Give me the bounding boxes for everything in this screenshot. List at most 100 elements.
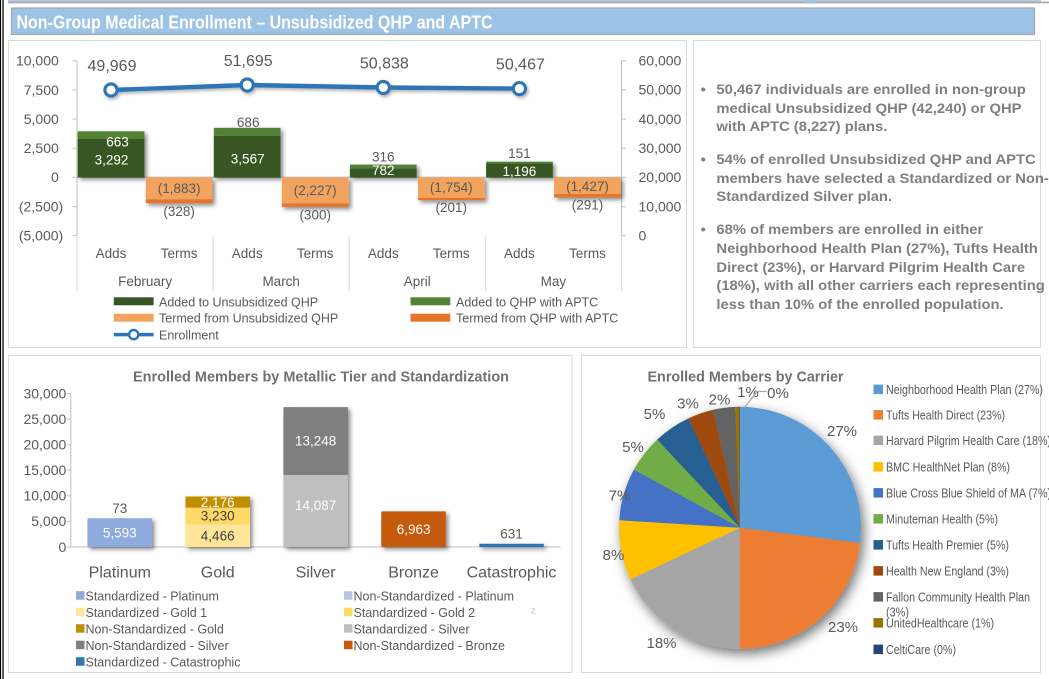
svg-text:Standardized - Platinum: Standardized - Platinum — [86, 589, 219, 603]
svg-text:5,000: 5,000 — [31, 513, 66, 529]
svg-text:May: May — [541, 274, 567, 289]
svg-text:5,000: 5,000 — [24, 111, 59, 127]
svg-text:Terms: Terms — [433, 246, 470, 261]
svg-text:1,196: 1,196 — [503, 164, 537, 179]
svg-text:Adds: Adds — [232, 246, 263, 261]
svg-text:Fallon Community Health Plan: Fallon Community Health Plan — [886, 590, 1030, 604]
svg-text:316: 316 — [372, 149, 395, 164]
svg-text:(2,500): (2,500) — [19, 198, 63, 214]
svg-text:Termed from Unsubsidized QHP: Termed from Unsubsidized QHP — [159, 312, 338, 326]
svg-text:Blue Cross Blue Shield of MA (: Blue Cross Blue Shield of MA (7%) — [886, 486, 1049, 500]
svg-text:18%: 18% — [646, 635, 676, 652]
svg-text:February: February — [118, 274, 172, 289]
svg-text:(291): (291) — [572, 198, 604, 213]
svg-text:Non-Standardized - Silver: Non-Standardized - Silver — [86, 639, 229, 653]
svg-text:Minuteman Health (5%): Minuteman Health (5%) — [886, 512, 998, 526]
svg-text:Terms: Terms — [297, 246, 334, 261]
svg-text:4,466: 4,466 — [201, 528, 235, 543]
svg-text:Adds: Adds — [96, 246, 127, 261]
svg-text:3,567: 3,567 — [231, 152, 265, 167]
svg-text:60,000: 60,000 — [639, 53, 682, 69]
svg-text:(3%): (3%) — [886, 605, 909, 619]
svg-text:151: 151 — [508, 146, 531, 161]
svg-text:20,000: 20,000 — [23, 437, 66, 453]
svg-text:Bronze: Bronze — [388, 565, 439, 582]
svg-text:Termed from QHP with APTC: Termed from QHP with APTC — [456, 312, 618, 326]
svg-text:686: 686 — [237, 115, 260, 130]
svg-text:663: 663 — [106, 135, 129, 150]
svg-text:2,176: 2,176 — [201, 495, 235, 510]
svg-text:Standardized - Gold 2: Standardized - Gold 2 — [354, 606, 476, 620]
svg-text:Non-Group Medical Enrollment –: Non-Group Medical Enrollment – Unsubsidi… — [17, 12, 493, 33]
svg-text:2%: 2% — [709, 392, 731, 409]
svg-text:2,500: 2,500 — [24, 140, 59, 156]
svg-text:27%: 27% — [827, 423, 857, 440]
svg-text:40,000: 40,000 — [639, 111, 682, 127]
svg-text:23%: 23% — [828, 619, 858, 636]
svg-text:Platinum: Platinum — [89, 565, 151, 582]
svg-text:13,248: 13,248 — [295, 434, 336, 449]
svg-text:30,000: 30,000 — [639, 140, 682, 156]
svg-text:(328): (328) — [163, 204, 195, 219]
svg-text:50,000: 50,000 — [639, 82, 682, 98]
svg-text:(300): (300) — [299, 207, 331, 222]
svg-text:Health New England (3%): Health New England (3%) — [886, 564, 1009, 578]
svg-text:0: 0 — [59, 539, 67, 555]
svg-text:Tufts Health Premier (5%): Tufts Health Premier (5%) — [886, 538, 1009, 552]
svg-text:BMC HealthNet Plan (8%): BMC HealthNet Plan (8%) — [886, 460, 1010, 474]
svg-text:Standardized - Gold 1: Standardized - Gold 1 — [86, 606, 208, 620]
svg-text:Terms: Terms — [569, 246, 606, 261]
svg-text:Non-Standardized - Gold: Non-Standardized - Gold — [86, 622, 224, 636]
svg-text:10,000: 10,000 — [23, 488, 66, 504]
svg-text:March: March — [262, 274, 300, 289]
svg-text:Enrolled Members by Carrier: Enrolled Members by Carrier — [648, 369, 844, 386]
svg-text:30,000: 30,000 — [23, 385, 66, 401]
svg-text:Enrolled Members by Metallic T: Enrolled Members by Metallic Tier and St… — [133, 369, 509, 386]
svg-text:3,230: 3,230 — [201, 509, 235, 524]
svg-text:Enrollment: Enrollment — [159, 328, 219, 342]
svg-text:(1,883): (1,883) — [158, 181, 201, 196]
svg-text:(2,227): (2,227) — [294, 183, 337, 198]
svg-text:Harvard Pilgrim Health Care (1: Harvard Pilgrim Health Care (18%) — [886, 434, 1049, 448]
svg-text:10,000: 10,000 — [16, 53, 59, 69]
svg-text:CeltiCare (0%): CeltiCare (0%) — [886, 643, 956, 657]
svg-text:3%: 3% — [677, 396, 699, 413]
svg-text:782: 782 — [372, 163, 395, 178]
svg-text:Neighborhood Health Plan (27%): Neighborhood Health Plan (27%) — [886, 383, 1043, 397]
svg-text:20,000: 20,000 — [639, 169, 682, 185]
svg-text:Silver: Silver — [296, 565, 337, 582]
svg-text:49,969: 49,969 — [88, 58, 137, 75]
svg-text:Non-Standardized - Platinum: Non-Standardized - Platinum — [354, 589, 515, 603]
svg-text:50,467: 50,467 — [496, 56, 545, 73]
svg-text:3,292: 3,292 — [95, 152, 129, 167]
svg-text:8%: 8% — [603, 547, 625, 564]
svg-text:(201): (201) — [436, 200, 468, 215]
svg-text:(1,754): (1,754) — [430, 180, 473, 195]
svg-text:73: 73 — [112, 501, 127, 516]
svg-text:Terms: Terms — [161, 246, 198, 261]
svg-text:7%: 7% — [609, 488, 631, 505]
svg-text:Gold: Gold — [201, 565, 235, 582]
svg-text:0: 0 — [639, 228, 647, 244]
svg-text:14,087: 14,087 — [295, 498, 336, 513]
svg-text:25,000: 25,000 — [23, 411, 66, 427]
svg-text:UnitedHealthcare (1%): UnitedHealthcare (1%) — [886, 616, 994, 630]
svg-text:Adds: Adds — [504, 246, 535, 261]
svg-text:50,838: 50,838 — [360, 55, 409, 72]
svg-text:15,000: 15,000 — [23, 462, 66, 478]
svg-text:Non-Standardized - Bronze: Non-Standardized - Bronze — [354, 639, 506, 653]
svg-text:April: April — [404, 274, 431, 289]
svg-text:Adds: Adds — [368, 246, 399, 261]
svg-text:(5,000): (5,000) — [19, 228, 63, 244]
svg-text:5%: 5% — [622, 439, 644, 456]
svg-text:0: 0 — [51, 169, 59, 185]
svg-text:Standardized - Silver: Standardized - Silver — [354, 622, 470, 636]
svg-text:z: z — [531, 606, 536, 616]
svg-text:Added to Unsubsidized QHP: Added to Unsubsidized QHP — [159, 295, 318, 309]
svg-text:7,500: 7,500 — [24, 82, 59, 98]
svg-text:5%: 5% — [644, 406, 666, 423]
svg-text:631: 631 — [500, 527, 523, 542]
svg-text:Tufts Health Direct (23%): Tufts Health Direct (23%) — [886, 408, 1005, 422]
svg-text:5,593: 5,593 — [103, 526, 137, 541]
svg-text:10,000: 10,000 — [639, 198, 682, 214]
